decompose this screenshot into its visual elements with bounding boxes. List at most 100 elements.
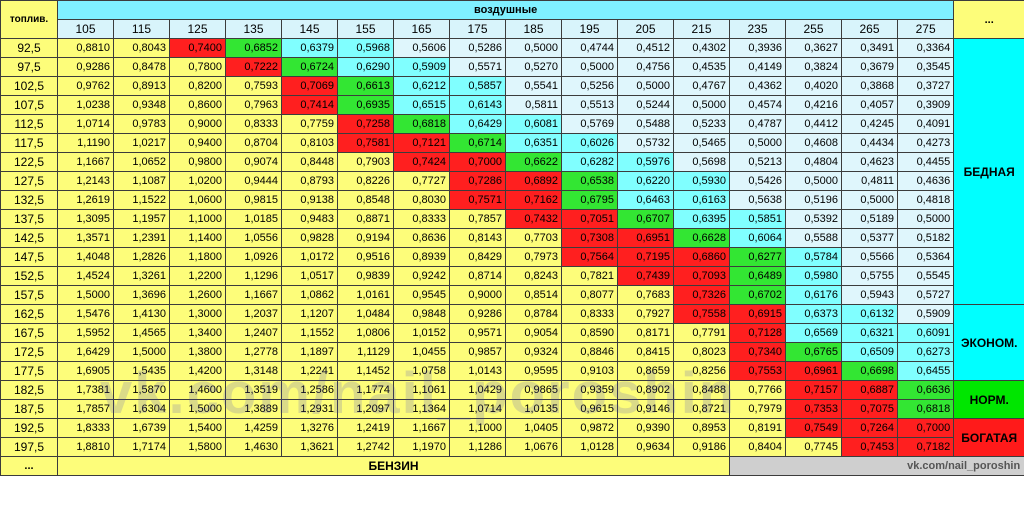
- ratio-cell: 0,5732: [617, 133, 674, 153]
- ratio-cell: 0,7759: [281, 114, 338, 134]
- fuel-value-cell: 177,5: [0, 361, 58, 381]
- credit-text: vk.com/nail_poroshin: [728, 456, 1024, 476]
- ratio-cell: 1,0556: [225, 228, 282, 248]
- ratio-cell: 0,5513: [561, 95, 618, 115]
- ratio-cell: 0,9595: [505, 361, 562, 381]
- zone-econ-label: ЭКОНОМ.: [953, 304, 1024, 381]
- ratio-cell: 0,7821: [561, 266, 618, 286]
- ratio-cell: 1,1522: [113, 190, 170, 210]
- table-row: 117,5 1,1190 1,0217 0,9400 0,8704 0,8103 0,758…: [0, 133, 1024, 153]
- ratio-cell: 0,6455: [896, 361, 955, 381]
- ratio-cell: 0,5233: [673, 114, 730, 134]
- ratio-cell: 0,5857: [449, 76, 506, 96]
- ratio-cell: 1,3696: [113, 285, 170, 305]
- ratio-cell: 0,7564: [561, 247, 618, 267]
- ratio-cell: 0,9857: [449, 342, 506, 362]
- air-value-header: 195: [561, 19, 618, 39]
- ratio-cell: 1,5000: [169, 399, 226, 419]
- ratio-cell: 1,3000: [169, 304, 226, 324]
- fuel-air-ratio-table: топлив. воздушные ... 105 115 125 135 145 155…: [0, 0, 1024, 476]
- table-row: 137,5 1,3095 1,1957 1,1000 1,0185 0,9483 0,887…: [0, 209, 1024, 229]
- ratio-cell: 1,2586: [281, 380, 338, 400]
- fuel-value-cell: 112,5: [0, 114, 58, 134]
- ratio-cell: 1,1667: [393, 418, 450, 438]
- ratio-cell: 1,1087: [113, 171, 170, 191]
- ratio-cell: 0,5545: [896, 266, 955, 286]
- ratio-cell: 0,5811: [505, 95, 562, 115]
- ratio-cell: 0,3491: [841, 38, 898, 58]
- ratio-cell: 0,9324: [505, 342, 562, 362]
- ratio-cell: 0,8143: [449, 228, 506, 248]
- ratio-cell: 0,5182: [896, 228, 955, 248]
- ratio-cell: 0,6698: [841, 361, 898, 381]
- ratio-cell: 1,0128: [561, 437, 618, 457]
- ratio-cell: 0,4302: [673, 38, 730, 58]
- more-columns-indicator: ...: [953, 0, 1024, 39]
- ratio-cell: 0,6277: [729, 247, 786, 267]
- ratio-cell: 0,5270: [505, 57, 562, 77]
- ratio-cell: 0,7326: [673, 285, 730, 305]
- ratio-cell: 0,3936: [729, 38, 786, 58]
- ratio-cell: 0,8243: [505, 266, 562, 286]
- ratio-cell: 1,6905: [57, 361, 114, 381]
- ratio-cell: 0,7121: [393, 133, 450, 153]
- table-row: 192,5 1,8333 1,6739 1,5400 1,4259 1,3276 1,241…: [0, 418, 1024, 457]
- ratio-cell: 0,5909: [393, 57, 450, 77]
- fuel-value-cell: 197,5: [0, 437, 58, 457]
- ratio-cell: 0,6395: [673, 209, 730, 229]
- ratio-cell: 1,2200: [169, 266, 226, 286]
- ratio-cell: 1,0185: [225, 209, 282, 229]
- air-value-header: 265: [841, 19, 898, 39]
- ratio-cell: 0,5606: [393, 38, 450, 58]
- ratio-cell: 0,6290: [337, 57, 394, 77]
- ratio-cell: 1,3519: [225, 380, 282, 400]
- ratio-cell: 0,6887: [841, 380, 898, 400]
- ratio-cell: 0,4608: [785, 133, 842, 153]
- ratio-cell: 0,9516: [337, 247, 394, 267]
- ratio-cell: 1,2778: [225, 342, 282, 362]
- ratio-cell: 0,5541: [505, 76, 562, 96]
- ratio-cell: 0,8226: [337, 171, 394, 191]
- ratio-cell: 1,1364: [393, 399, 450, 419]
- ratio-cell: 0,6795: [561, 190, 618, 210]
- ratio-cell: 0,8846: [561, 342, 618, 362]
- ratio-cell: 0,7903: [337, 152, 394, 172]
- ratio-cell: 0,6064: [729, 228, 786, 248]
- ratio-cell: 0,7553: [729, 361, 786, 381]
- ratio-cell: 0,7424: [393, 152, 450, 172]
- air-value-header: 215: [673, 19, 730, 39]
- ratio-cell: 0,5000: [617, 76, 674, 96]
- ratio-cell: 1,0200: [169, 171, 226, 191]
- ratio-cell: 0,6724: [281, 57, 338, 77]
- ratio-cell: 0,6915: [729, 304, 786, 324]
- ratio-cell: 1,6429: [57, 342, 114, 362]
- ratio-cell: 1,6304: [113, 399, 170, 419]
- ratio-cell: 1,0652: [113, 152, 170, 172]
- table-row: 127,5 1,2143 1,1087 1,0200 0,9444 0,8793 0,822…: [0, 171, 1024, 191]
- ratio-cell: 0,6081: [505, 114, 562, 134]
- ratio-cell: 0,8171: [617, 323, 674, 343]
- corner-label: топлив.: [0, 0, 58, 39]
- ratio-cell: 0,9348: [113, 95, 170, 115]
- ratio-cell: 0,5000: [729, 133, 786, 153]
- air-header: воздушные: [56, 0, 955, 20]
- ratio-cell: 0,9762: [57, 76, 114, 96]
- air-value-header: 275: [896, 19, 955, 39]
- table-row: 162,5 1,5476 1,4130 1,3000 1,2037 1,1207 1,048…: [0, 304, 1024, 381]
- ratio-cell: 0,6951: [617, 228, 674, 248]
- ratio-cell: 0,8953: [673, 418, 730, 438]
- ratio-cell: 0,8200: [169, 76, 226, 96]
- fuel-value-cell: 172,5: [0, 342, 58, 362]
- ratio-cell: 0,9390: [617, 418, 674, 438]
- ratio-cell: 0,5980: [785, 266, 842, 286]
- ratio-cell: 0,5000: [505, 38, 562, 58]
- ratio-cell: 0,9444: [225, 171, 282, 191]
- ratio-cell: 0,6935: [337, 95, 394, 115]
- ratio-cell: 0,8415: [617, 342, 674, 362]
- ratio-cell: 0,5364: [896, 247, 955, 267]
- ratio-cell: 0,5000: [561, 57, 618, 77]
- ratio-cell: 0,5465: [673, 133, 730, 153]
- ratio-cell: 0,6132: [841, 304, 898, 324]
- ratio-cell: 1,1957: [113, 209, 170, 229]
- table-row: 187,5 1,7857 1,6304 1,5000 1,3889 1,2931 1,209…: [0, 399, 1024, 419]
